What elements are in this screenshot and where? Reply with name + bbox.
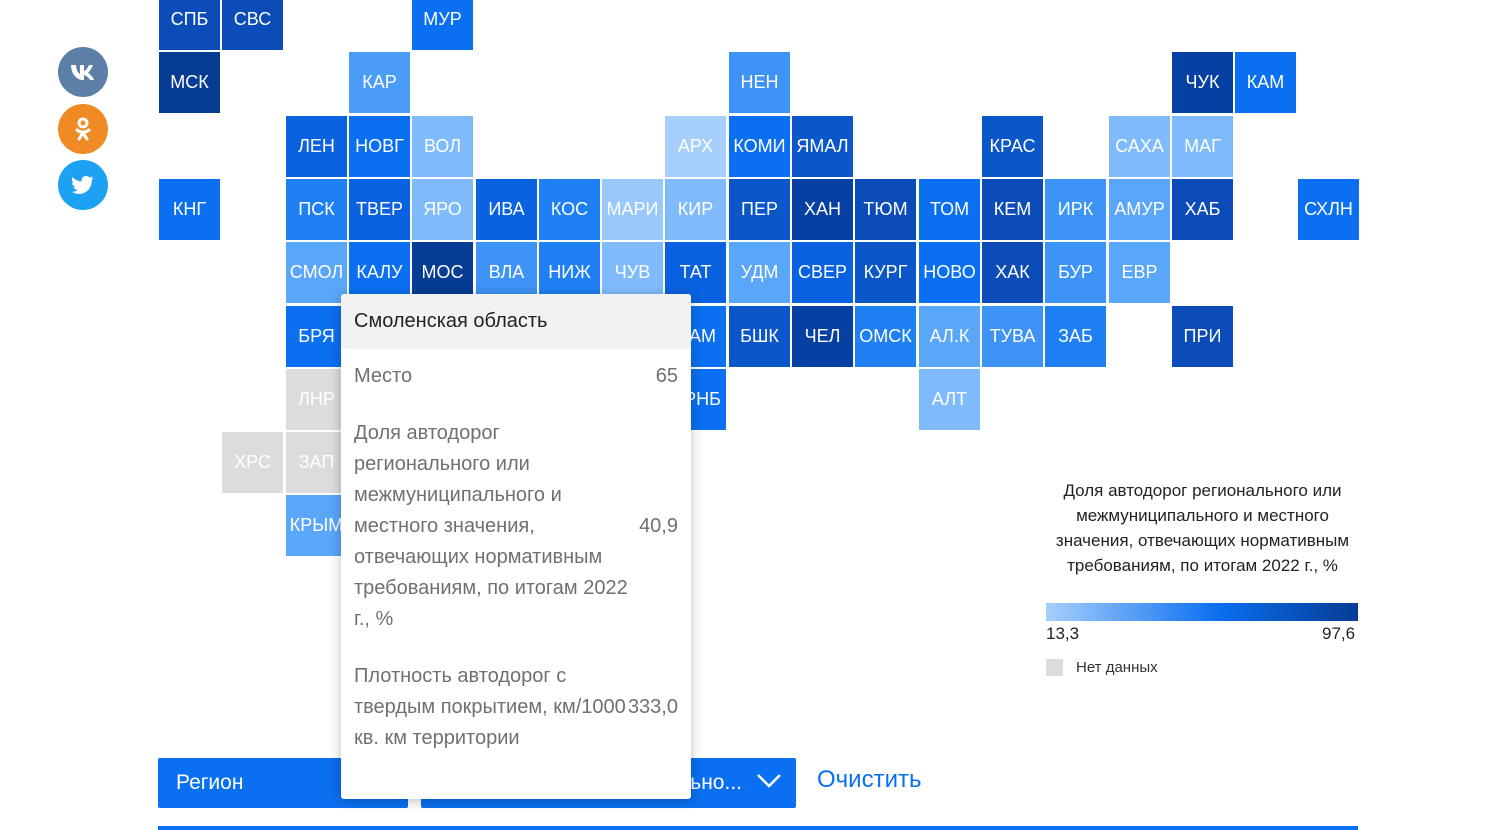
region-select-label: Регион — [176, 771, 244, 794]
tooltip-share-label: Доля автодорог регионального или межмуни… — [354, 422, 628, 630]
region-tile[interactable]: МСК — [159, 52, 220, 113]
region-tile[interactable]: БРЯ — [286, 306, 347, 367]
legend-title: Доля автодорог регионального или межмуни… — [1055, 481, 1350, 575]
table-header-bar — [158, 826, 1358, 830]
region-tile[interactable]: МАРИ — [602, 179, 663, 240]
region-tile[interactable]: КНГ — [159, 179, 220, 240]
region-tile[interactable]: ТУВА — [982, 306, 1043, 367]
tooltip-share-row: Доля автодорог регионального или межмуни… — [354, 418, 678, 635]
region-tile[interactable]: ВОЛ — [412, 116, 473, 177]
tooltip-density-label: Плотность автодорог с твердым покрытием,… — [354, 665, 626, 749]
region-tile[interactable]: АЛТ — [919, 369, 980, 430]
twitter-share-button[interactable] — [58, 160, 108, 210]
region-tile[interactable]: НОВО — [919, 242, 980, 303]
tooltip-rank-label: Место — [354, 365, 413, 387]
region-tile[interactable]: СМОЛ — [284, 240, 349, 305]
region-tile[interactable]: ИВА — [476, 179, 537, 240]
twitter-icon — [72, 176, 94, 194]
region-tile[interactable]: ХАК — [982, 242, 1043, 303]
region-tile[interactable]: ЕВР — [1109, 242, 1170, 303]
region-tile[interactable]: УДМ — [729, 242, 790, 303]
region-tile[interactable]: БШК — [729, 306, 790, 367]
region-tile[interactable]: ВЛА — [476, 242, 537, 303]
legend-max-value: 97,6 — [1322, 624, 1356, 643]
region-tile[interactable]: БУР — [1045, 242, 1106, 303]
region-tile[interactable]: ПРИ — [1172, 306, 1233, 367]
region-tile[interactable]: ЗАП — [286, 432, 347, 493]
vk-icon — [70, 64, 96, 80]
region-tile[interactable]: ТОМ — [919, 179, 980, 240]
region-tile[interactable]: ЯРО — [412, 179, 473, 240]
region-tile[interactable]: ХРС — [222, 432, 283, 493]
region-tile[interactable]: КОМИ — [729, 116, 790, 177]
ok-share-button[interactable] — [58, 104, 108, 154]
region-tile[interactable]: СХЛН — [1298, 179, 1359, 240]
region-tile[interactable]: ХАН — [792, 179, 853, 240]
vk-share-button[interactable] — [58, 47, 108, 97]
region-tile[interactable]: АЛ.К — [919, 306, 980, 367]
region-tile[interactable]: СВС — [222, 0, 283, 50]
region-tile[interactable]: КУРГ — [855, 242, 916, 303]
region-tile[interactable]: НИЖ — [539, 242, 600, 303]
no-data-swatch — [1046, 659, 1063, 676]
region-tile[interactable]: МУР — [412, 0, 473, 50]
region-tile[interactable]: СПБ — [159, 0, 220, 50]
region-tile[interactable]: КАР — [349, 52, 410, 113]
legend-gradient-bar — [1046, 603, 1358, 621]
no-data-label: Нет данных — [1076, 659, 1158, 676]
region-tile[interactable]: ЛЕН — [286, 116, 347, 177]
region-tile[interactable]: ЧУК — [1172, 52, 1233, 113]
region-tile[interactable]: КРЫМ — [286, 495, 347, 556]
region-tile[interactable]: ХАБ — [1172, 179, 1233, 240]
ok-icon — [74, 117, 92, 141]
clear-button[interactable]: Очистить — [817, 766, 922, 793]
chevron-down-icon — [756, 771, 782, 795]
region-tile[interactable]: ЯМАЛ — [792, 116, 853, 177]
region-tile[interactable]: КЕМ — [982, 179, 1043, 240]
region-tile[interactable]: КРАС — [982, 116, 1043, 177]
region-tile[interactable]: СВЕР — [792, 242, 853, 303]
tooltip-density-row: Плотность автодорог с твердым покрытием,… — [354, 661, 678, 754]
region-tile[interactable]: ТВЕР — [349, 179, 410, 240]
region-tile[interactable]: ПЕР — [729, 179, 790, 240]
tooltip-rank-row: Место 65 — [354, 361, 678, 392]
region-tile[interactable]: ЧУВ — [602, 242, 663, 303]
region-tile[interactable]: ОМСК — [855, 306, 916, 367]
region-tile[interactable]: КАЛУ — [349, 242, 410, 303]
region-tile[interactable]: ЛНР — [286, 369, 347, 430]
region-tile[interactable]: АРХ — [665, 116, 726, 177]
region-tile[interactable]: АМУР — [1109, 179, 1170, 240]
region-tile[interactable]: КОС — [539, 179, 600, 240]
region-tooltip: Смоленская область Место 65 Доля автодор… — [341, 294, 691, 799]
region-tile[interactable]: ПСК — [286, 179, 347, 240]
region-tile[interactable]: ТЮМ — [855, 179, 916, 240]
tooltip-density-value: 333,0 — [627, 696, 678, 718]
region-tile[interactable]: КАМ — [1235, 52, 1296, 113]
region-tile[interactable]: ТАТ — [665, 242, 726, 303]
region-tile[interactable]: ЧЕЛ — [792, 306, 853, 367]
tooltip-rank-value: 65 — [655, 365, 678, 387]
region-tile[interactable]: ИРК — [1045, 179, 1106, 240]
metric-select-value: льно... — [678, 771, 742, 794]
tooltip-region-name: Смоленская область — [341, 294, 691, 349]
tooltip-share-value: 40,9 — [639, 515, 678, 537]
region-tile[interactable]: МАГ — [1172, 116, 1233, 177]
region-tile[interactable]: НОВГ — [349, 116, 410, 177]
region-tile[interactable]: МОС — [412, 242, 473, 303]
region-tile[interactable]: САХА — [1109, 116, 1170, 177]
region-tile[interactable]: НЕН — [729, 52, 790, 113]
legend-min-value: 13,3 — [1046, 624, 1080, 643]
region-tile[interactable]: ЗАБ — [1045, 306, 1106, 367]
region-tile[interactable]: КИР — [665, 179, 726, 240]
